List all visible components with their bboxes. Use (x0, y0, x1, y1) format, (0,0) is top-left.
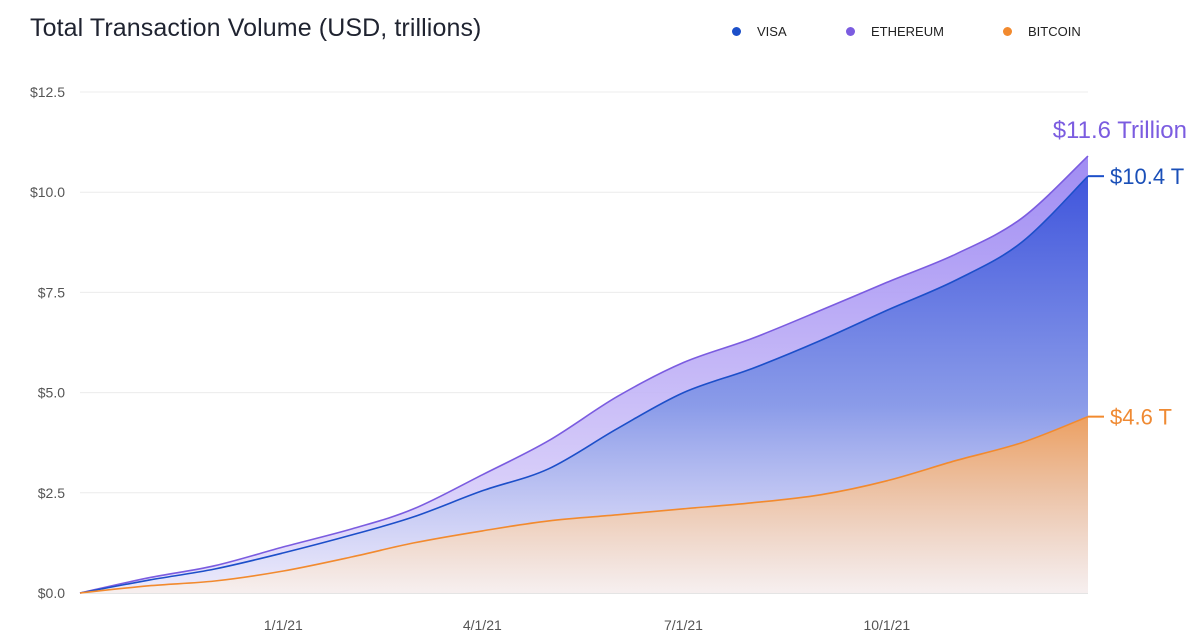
line-bitcoin (79, 415, 1089, 594)
legend-label-ethereum: ETHEREUM (871, 24, 944, 39)
legend-dot-visa (732, 27, 741, 36)
legend-item-visa: VISA (732, 24, 787, 39)
legend-item-bitcoin: BITCOIN (1003, 24, 1081, 39)
line-visa (79, 175, 1089, 594)
legend-dot-bitcoin (1003, 27, 1012, 36)
x-tick-label-0: 1/1/21 (264, 617, 303, 633)
y-tick-label-3: $7.5 (38, 284, 65, 300)
y-tick-label-5: $12.5 (30, 84, 65, 100)
x-tick-label-3: 10/1/21 (863, 617, 910, 633)
annotation-visa: $10.4 T (1110, 164, 1184, 189)
area-visa (80, 176, 1088, 593)
area-bitcoin (80, 416, 1088, 593)
x-tick-label-2: 7/1/21 (664, 617, 703, 633)
x-tick-label-1: 4/1/21 (463, 617, 502, 633)
chart-legend: VISA ETHEREUM BITCOIN (0, 24, 1200, 44)
y-tick-label-0: $0.0 (38, 585, 65, 601)
annotation-bitcoin: $4.6 T (1110, 405, 1172, 430)
y-tick-label-1: $2.5 (38, 485, 65, 501)
legend-dot-ethereum (846, 27, 855, 36)
y-tick-label-4: $10.0 (30, 184, 65, 200)
y-tick-label-2: $5.0 (38, 385, 65, 401)
legend-item-ethereum: ETHEREUM (846, 24, 944, 39)
line-ethereum (79, 155, 1089, 594)
legend-label-visa: VISA (757, 24, 787, 39)
legend-label-bitcoin: BITCOIN (1028, 24, 1081, 39)
chart-title: Total Transaction Volume (USD, trillions… (30, 14, 482, 42)
annotation-ethereum: $11.6 Trillion (1053, 117, 1187, 144)
